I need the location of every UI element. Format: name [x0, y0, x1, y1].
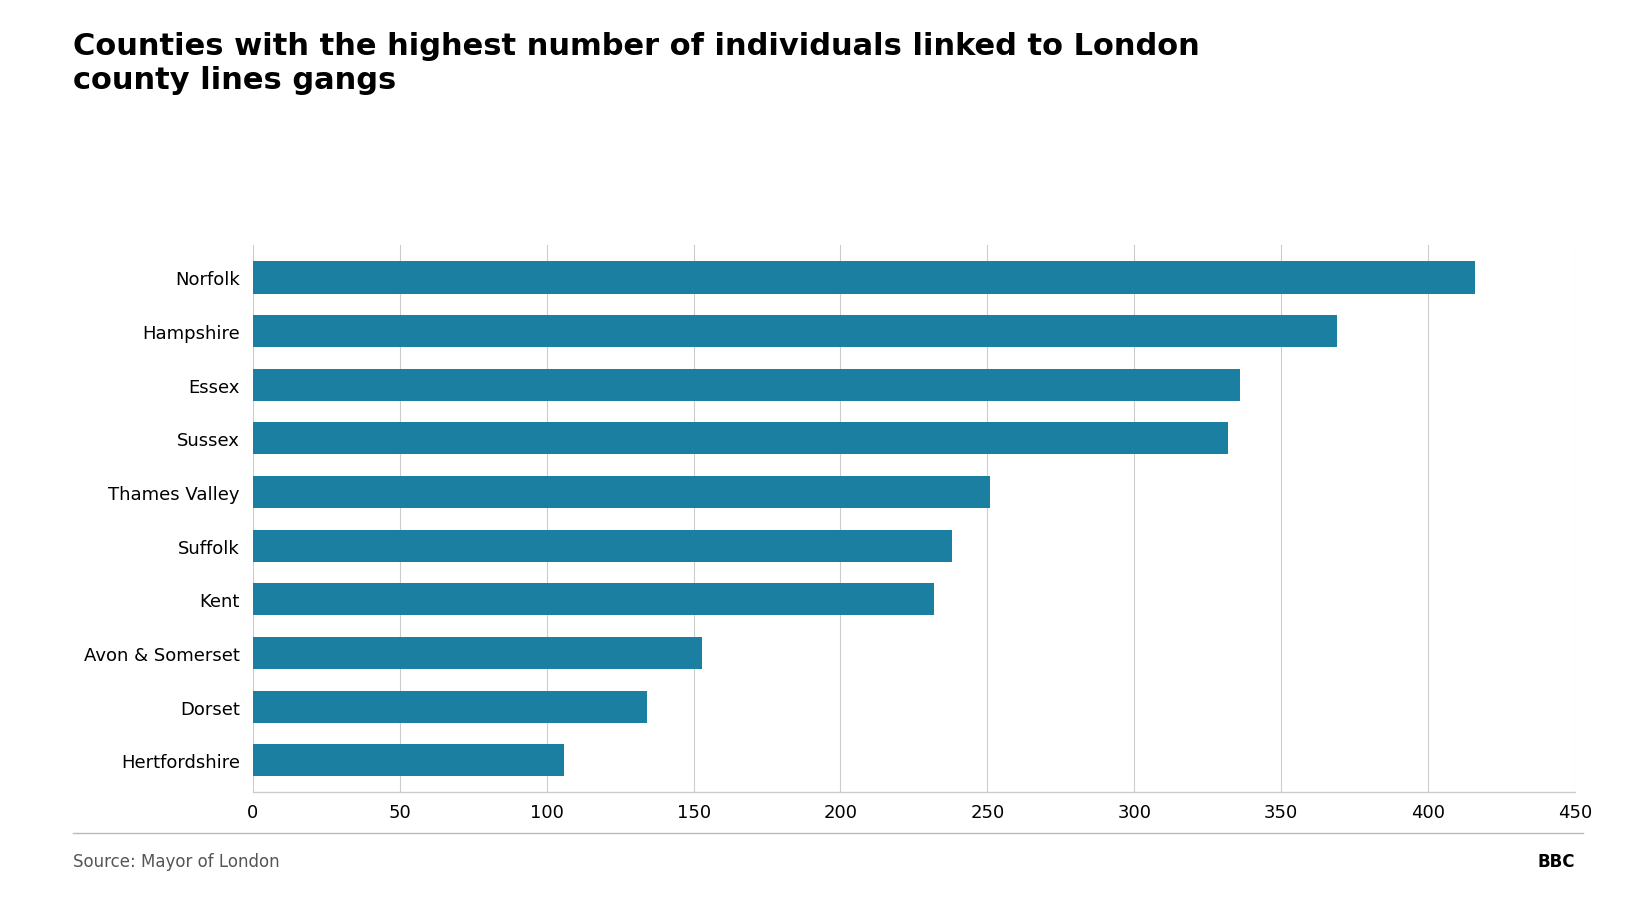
Bar [253, 369, 1240, 402]
Bar [253, 637, 702, 670]
Text: Counties with the highest number of individuals linked to London
county lines ga: Counties with the highest number of indi… [73, 32, 1200, 95]
Bar [253, 423, 1229, 455]
Bar [253, 476, 991, 508]
Bar [253, 315, 1337, 348]
Text: Source: Mayor of London: Source: Mayor of London [73, 852, 281, 870]
Bar [253, 691, 646, 723]
Bar [253, 584, 935, 616]
Bar [253, 262, 1475, 294]
Bar [253, 530, 951, 562]
Bar [253, 744, 565, 776]
Text: BBC: BBC [1537, 852, 1575, 870]
